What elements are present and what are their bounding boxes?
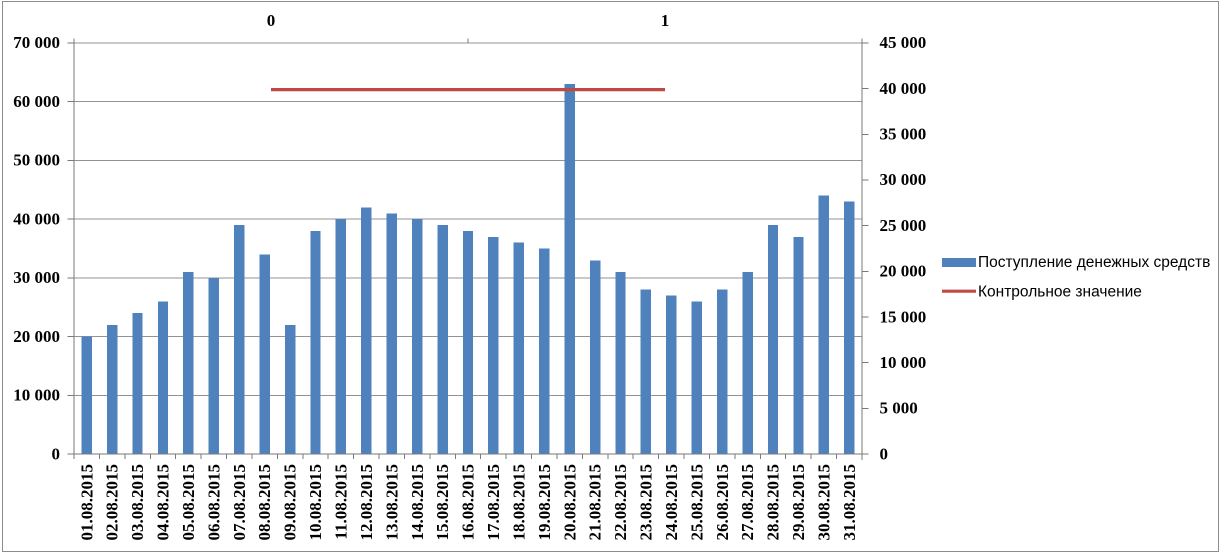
svg-text:24.08.2015: 24.08.2015 <box>662 464 681 541</box>
svg-text:20 000: 20 000 <box>880 262 927 281</box>
svg-text:20.08.2015: 20.08.2015 <box>560 464 579 541</box>
svg-text:22.08.2015: 22.08.2015 <box>611 464 630 541</box>
svg-text:07.08.2015: 07.08.2015 <box>230 464 249 541</box>
svg-text:26.08.2015: 26.08.2015 <box>713 464 732 541</box>
svg-text:25 000: 25 000 <box>880 216 927 235</box>
svg-text:01.08.2015: 01.08.2015 <box>77 464 96 541</box>
svg-text:09.08.2015: 09.08.2015 <box>281 464 300 541</box>
svg-text:70 000: 70 000 <box>13 33 60 52</box>
svg-text:04.08.2015: 04.08.2015 <box>154 464 173 541</box>
svg-text:06.08.2015: 06.08.2015 <box>204 464 223 541</box>
svg-text:35 000: 35 000 <box>880 125 927 144</box>
svg-text:1: 1 <box>661 11 670 30</box>
svg-text:40 000: 40 000 <box>13 209 60 228</box>
svg-text:16.08.2015: 16.08.2015 <box>459 464 478 541</box>
svg-text:50 000: 50 000 <box>13 151 60 170</box>
svg-text:25.08.2015: 25.08.2015 <box>687 464 706 541</box>
svg-text:17.08.2015: 17.08.2015 <box>484 464 503 541</box>
svg-text:11.08.2015: 11.08.2015 <box>332 464 351 540</box>
svg-text:10 000: 10 000 <box>13 386 60 405</box>
svg-text:28.08.2015: 28.08.2015 <box>764 464 783 541</box>
svg-text:30 000: 30 000 <box>13 268 60 287</box>
svg-text:Поступление денежных средств: Поступление денежных средств <box>978 254 1210 271</box>
svg-text:10.08.2015: 10.08.2015 <box>306 464 325 541</box>
svg-text:10 000: 10 000 <box>880 353 927 372</box>
svg-text:60 000: 60 000 <box>13 92 60 111</box>
svg-text:29.08.2015: 29.08.2015 <box>789 464 808 541</box>
svg-text:31.08.2015: 31.08.2015 <box>840 464 859 541</box>
svg-text:13.08.2015: 13.08.2015 <box>382 464 401 541</box>
svg-text:12.08.2015: 12.08.2015 <box>357 464 376 541</box>
svg-text:18.08.2015: 18.08.2015 <box>509 464 528 541</box>
svg-text:0: 0 <box>52 444 61 463</box>
svg-text:0: 0 <box>880 444 889 463</box>
svg-text:03.08.2015: 03.08.2015 <box>128 464 147 541</box>
svg-text:21.08.2015: 21.08.2015 <box>586 464 605 541</box>
svg-text:20 000: 20 000 <box>13 327 60 346</box>
svg-text:05.08.2015: 05.08.2015 <box>179 464 198 541</box>
svg-text:19.08.2015: 19.08.2015 <box>535 464 554 541</box>
svg-text:45 000: 45 000 <box>880 33 927 52</box>
svg-text:23.08.2015: 23.08.2015 <box>637 464 656 541</box>
svg-text:08.08.2015: 08.08.2015 <box>255 464 274 541</box>
svg-text:02.08.2015: 02.08.2015 <box>103 464 122 541</box>
svg-text:30.08.2015: 30.08.2015 <box>815 464 834 541</box>
svg-text:15 000: 15 000 <box>880 307 927 326</box>
svg-text:0: 0 <box>267 11 276 30</box>
svg-text:Контрольное значение: Контрольное значение <box>978 284 1142 301</box>
svg-text:30 000: 30 000 <box>880 170 927 189</box>
svg-text:5 000: 5 000 <box>880 399 918 418</box>
svg-text:27.08.2015: 27.08.2015 <box>738 464 757 541</box>
svg-text:15.08.2015: 15.08.2015 <box>433 464 452 541</box>
svg-text:14.08.2015: 14.08.2015 <box>408 464 427 541</box>
svg-text:40 000: 40 000 <box>880 79 927 98</box>
